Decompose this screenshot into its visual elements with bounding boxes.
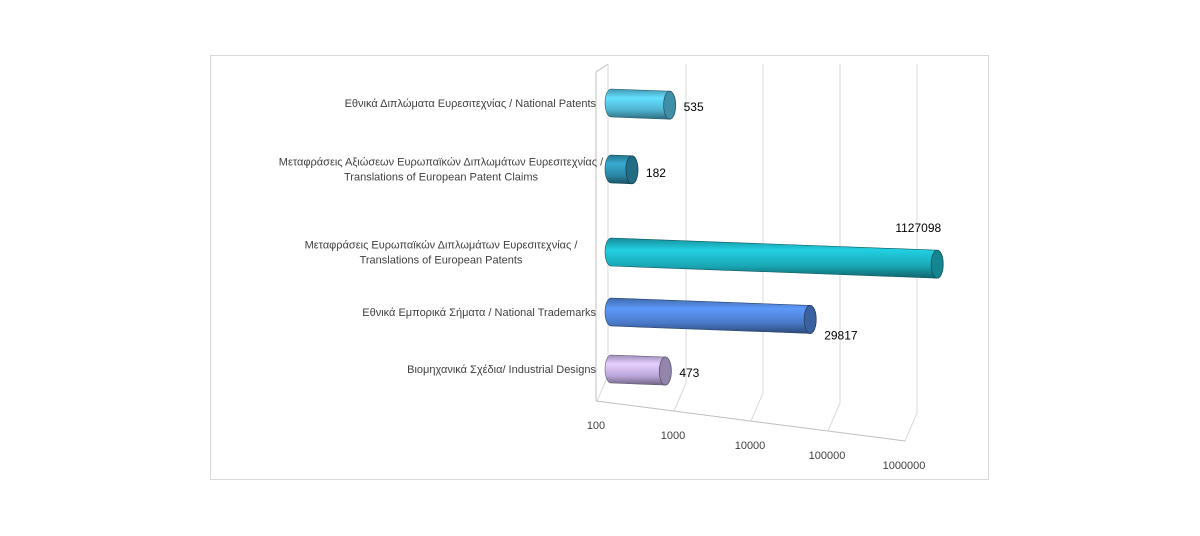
floor-front-edge — [595, 400, 906, 442]
floor-gridline — [750, 392, 764, 422]
bars — [604, 88, 944, 386]
category-label: Εθνικά Διπλώματα Ευρεσιτεχνίας / Nationa… — [345, 98, 597, 110]
x-tick-label: 1000000 — [883, 460, 926, 472]
data-label: 1127098 — [895, 221, 941, 235]
bar-end-cap — [658, 356, 672, 386]
floor-gridline — [904, 412, 918, 442]
category-label: Translations of European Patent Claims — [344, 172, 539, 184]
bar-end-cap — [663, 90, 677, 120]
x-tick-label: 100000 — [809, 450, 846, 462]
bar-body — [604, 297, 817, 334]
category-label: Εθνικά Εμπορικά Σήματα / National Tradem… — [362, 307, 596, 319]
bar-body — [604, 237, 944, 279]
x-tick-label: 10000 — [735, 440, 766, 452]
category-label: Μεταφράσεις Αξιώσεων Ευρωπαϊκών Διπλωμάτ… — [279, 157, 604, 169]
data-label: 29817 — [824, 328, 858, 342]
category-label: Μεταφράσεις Ευρωπαϊκών Διπλωμάτων Ευρεσι… — [305, 240, 579, 252]
bar-end-cap — [803, 305, 817, 334]
category-label: Translations of European Patents — [360, 255, 523, 267]
data-label: 182 — [646, 166, 666, 180]
data-labels: 535 182 1127098 29817 473 — [646, 100, 942, 380]
wall-top-edge — [595, 63, 609, 73]
x-tick-label: 100 — [587, 420, 605, 432]
data-label: 473 — [679, 366, 699, 380]
data-label: 535 — [684, 100, 704, 114]
bar-end-cap — [930, 249, 944, 279]
floor-gridline — [827, 402, 841, 432]
bar-end-cap — [625, 155, 639, 185]
chart-frame: Εθνικά Διπλώματα Ευρεσιτεχνίας / Nationa… — [210, 55, 989, 480]
bar-chart: Εθνικά Διπλώματα Ευρεσιτεχνίας / Nationa… — [279, 63, 944, 472]
floor-gridline — [673, 382, 687, 412]
category-labels: Εθνικά Διπλώματα Ευρεσιτεχνίας / Nationa… — [279, 98, 604, 376]
category-label: Βιομηχανικά Σχέδια/ Industrial Designs — [407, 364, 596, 376]
x-tick-labels: 100 1000 10000 100000 1000000 — [587, 420, 926, 472]
x-tick-label: 1000 — [661, 430, 685, 442]
